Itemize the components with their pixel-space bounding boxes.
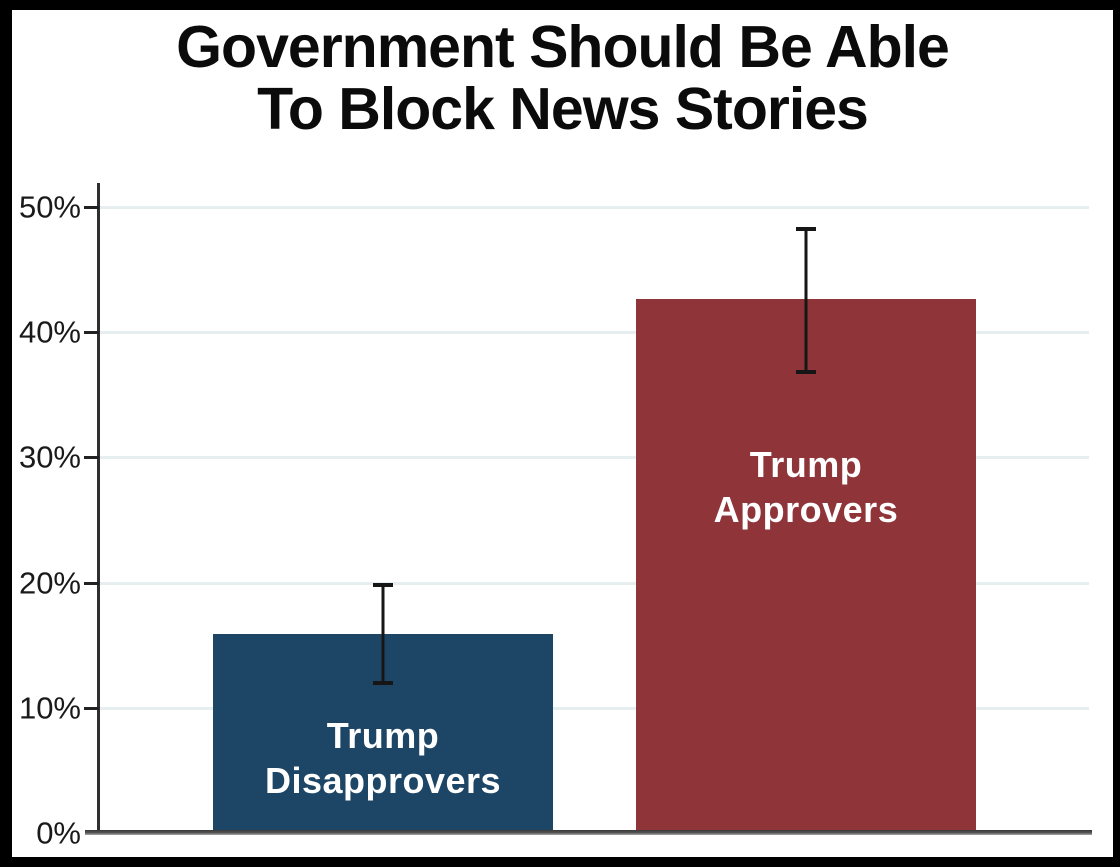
y-tick-label-40: 40% xyxy=(18,314,81,350)
y-tick-label-0: 0% xyxy=(36,815,81,851)
y-tick-mark-40 xyxy=(84,331,99,335)
y-tick-mark-10 xyxy=(84,706,99,710)
chart-title: Government Should Be Able To Block News … xyxy=(12,16,1113,140)
plot-area: 0% 10% 20% 30% 40% 50% Trump Disapprovers Trump… xyxy=(19,183,1092,849)
error-bar-bottom-cap-trump-approvers xyxy=(795,370,816,375)
chart-title-line2: To Block News Stories xyxy=(257,76,869,142)
error-bar-trump-disapprovers xyxy=(373,583,394,685)
bar-label-trump-disapprovers-line1: Trump xyxy=(326,714,440,756)
error-bar-trump-approvers xyxy=(795,227,816,375)
bar-label-trump-disapprovers-line2: Disapprovers xyxy=(264,759,502,801)
error-bar-top-cap-trump-disapprovers xyxy=(373,583,394,588)
gridline-10 xyxy=(99,706,1089,710)
error-bar-line-trump-disapprovers xyxy=(381,585,385,683)
error-bar-top-cap-trump-approvers xyxy=(795,227,816,232)
y-tick-label-10: 10% xyxy=(18,690,81,726)
bar-trump-disapprovers: Trump Disapprovers xyxy=(213,633,553,833)
error-bar-bottom-cap-trump-disapprovers xyxy=(373,680,394,685)
chart-title-line1: Government Should Be Able xyxy=(176,14,950,80)
error-bar-line-trump-approvers xyxy=(804,229,808,373)
y-tick-label-30: 30% xyxy=(18,439,81,475)
bar-label-trump-approvers-line2: Approvers xyxy=(713,488,899,530)
gridline-30 xyxy=(99,456,1089,460)
gridline-40 xyxy=(99,331,1089,335)
bar-label-trump-approvers-line1: Trump xyxy=(749,443,863,485)
y-tick-label-50: 50% xyxy=(18,189,81,225)
y-tick-mark-50 xyxy=(84,205,99,209)
y-tick-label-20: 20% xyxy=(18,565,81,601)
y-tick-mark-30 xyxy=(84,456,99,460)
gridline-50 xyxy=(99,205,1089,209)
gridline-20 xyxy=(99,581,1089,585)
y-axis-line xyxy=(97,183,100,833)
bar-trump-approvers: Trump Approvers xyxy=(635,299,976,833)
bar-label-trump-disapprovers: Trump Disapprovers xyxy=(213,713,553,803)
bar-label-trump-approvers: Trump Approvers xyxy=(636,442,976,532)
y-tick-mark-20 xyxy=(84,581,99,585)
x-axis-line xyxy=(85,830,1092,835)
